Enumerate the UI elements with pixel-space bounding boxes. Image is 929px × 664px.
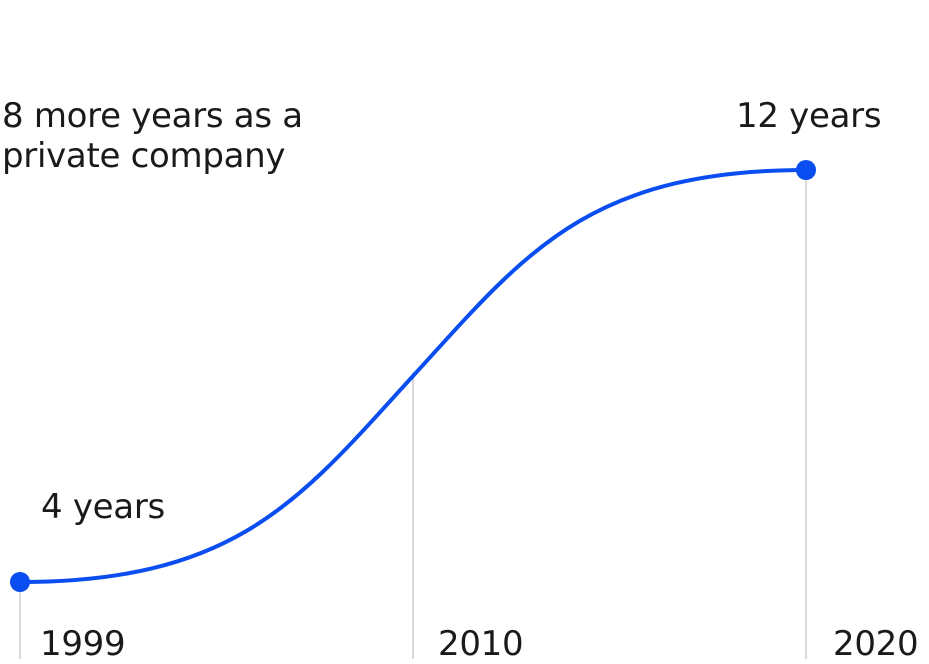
annotation-note: 8 more years as a private company <box>2 96 303 176</box>
x-tick-label-2010: 2010 <box>438 624 524 664</box>
series-line <box>18 168 808 584</box>
data-point-2020[interactable] <box>796 160 816 180</box>
annotation-end-value: 12 years <box>736 96 882 136</box>
data-point-1999[interactable] <box>10 572 30 592</box>
x-tick-label-1999: 1999 <box>40 624 126 664</box>
annotation-start-value: 4 years <box>41 487 165 527</box>
x-tick-label-2020: 2020 <box>833 624 919 664</box>
